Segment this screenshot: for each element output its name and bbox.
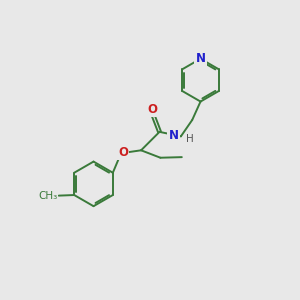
Text: H: H — [186, 134, 194, 144]
Text: N: N — [169, 129, 178, 142]
Text: CH₃: CH₃ — [38, 190, 57, 201]
Text: N: N — [196, 52, 206, 65]
Text: O: O — [118, 146, 128, 159]
Text: O: O — [147, 103, 157, 116]
